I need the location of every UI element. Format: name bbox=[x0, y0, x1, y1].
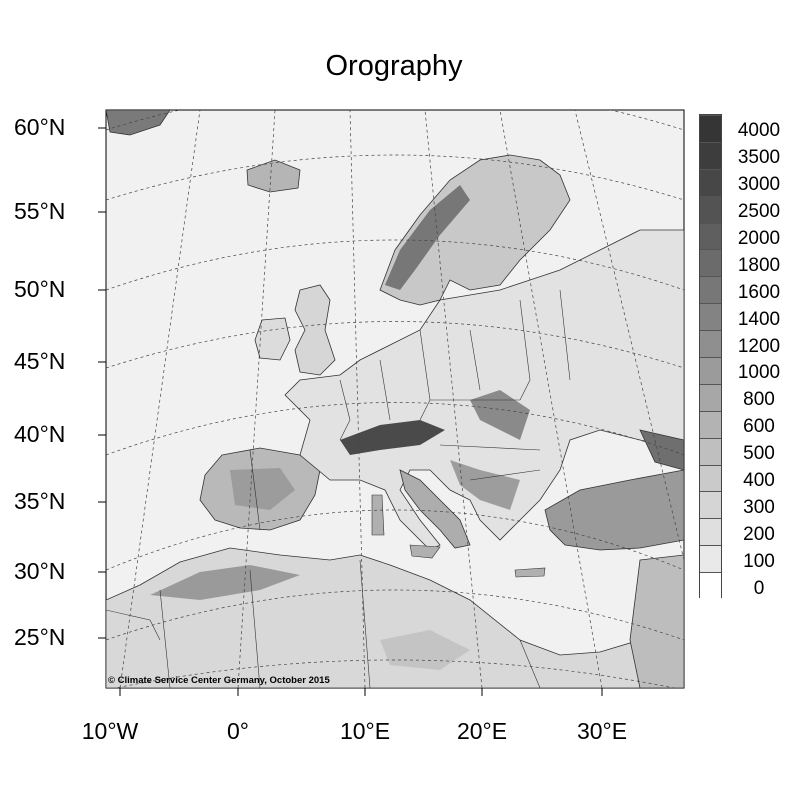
chart-title: Orography bbox=[325, 50, 463, 82]
colorbar-label: 1200 bbox=[737, 335, 781, 357]
colorbar-swatch bbox=[700, 383, 721, 411]
colorbar-swatch bbox=[700, 195, 721, 223]
crete bbox=[514, 567, 546, 578]
caucasus-region bbox=[639, 429, 684, 471]
scandinavian-peninsula bbox=[379, 154, 571, 306]
colorbar-swatch bbox=[700, 303, 721, 331]
lon-label: 10°E bbox=[339, 718, 391, 744]
colorbar-label: 1400 bbox=[737, 308, 781, 330]
italian-peninsula bbox=[399, 469, 471, 549]
colorbar-swatch bbox=[700, 276, 721, 304]
iberia-meseta bbox=[230, 468, 295, 510]
colorbar-swatch bbox=[700, 572, 721, 599]
great-britain bbox=[294, 284, 336, 376]
sahara-highlands bbox=[380, 630, 470, 670]
colorbar-swatch bbox=[700, 464, 721, 492]
colorbar-swatch bbox=[700, 437, 721, 465]
colorbar-label: 1600 bbox=[737, 281, 781, 303]
lon-label: 30°E bbox=[576, 718, 628, 744]
colorbar-swatch bbox=[700, 357, 721, 384]
iceland bbox=[246, 159, 301, 193]
lat-label: 60°N bbox=[14, 114, 66, 140]
colorbar-label: 4000 bbox=[737, 120, 781, 142]
colorbar-swatch bbox=[700, 410, 721, 438]
colorbar-label: 200 bbox=[743, 523, 775, 545]
axis-ticks bbox=[98, 127, 603, 696]
colorbar-label: 300 bbox=[743, 496, 775, 518]
colorbar-label: 400 bbox=[743, 470, 775, 491]
levant-region bbox=[629, 554, 684, 688]
anatolia bbox=[544, 469, 684, 551]
lat-label: 30°N bbox=[14, 558, 66, 584]
country-borders bbox=[106, 289, 571, 688]
colorbar-swatch bbox=[700, 222, 721, 250]
atlas-mountains bbox=[150, 565, 300, 600]
colorbar-swatch bbox=[700, 115, 721, 142]
corsica-sardinia bbox=[371, 494, 385, 536]
colorbar-label: 800 bbox=[743, 389, 775, 411]
lon-label: 20°E bbox=[456, 718, 508, 744]
colorbar-swatch bbox=[700, 518, 721, 546]
colorbar-label: 500 bbox=[743, 443, 775, 465]
scandinavian-mountains bbox=[385, 185, 470, 290]
balkans bbox=[450, 460, 520, 510]
ireland bbox=[254, 317, 291, 361]
lat-label: 50°N bbox=[14, 276, 66, 302]
colorbar-label: 1000 bbox=[737, 362, 781, 384]
colorbar-swatch bbox=[700, 168, 721, 196]
central-europe-landmass bbox=[284, 229, 684, 551]
colorbar-label: 600 bbox=[743, 416, 775, 438]
lat-label: 25°N bbox=[14, 624, 66, 650]
colorbar-swatch bbox=[700, 491, 721, 519]
colorbar-label: 2500 bbox=[737, 201, 781, 223]
colorbar bbox=[699, 114, 722, 599]
colorbar-label: 1800 bbox=[737, 254, 781, 276]
colorbar-label: 3000 bbox=[737, 174, 781, 196]
lon-label: 10°W bbox=[81, 718, 139, 744]
colorbar-label: 3500 bbox=[737, 147, 781, 169]
colorbar-label: 100 bbox=[743, 550, 775, 572]
sicily bbox=[409, 544, 441, 559]
lat-label: 55°N bbox=[14, 198, 66, 224]
lat-label: 45°N bbox=[14, 348, 66, 374]
lat-label: 35°N bbox=[14, 488, 66, 514]
lat-label: 40°N bbox=[14, 421, 66, 447]
colorbar-swatch bbox=[700, 545, 721, 573]
colorbar-swatch bbox=[700, 330, 721, 357]
colorbar-swatch bbox=[700, 141, 721, 169]
colorbar-label: 2000 bbox=[737, 228, 781, 249]
graticule bbox=[106, 110, 684, 688]
alps bbox=[340, 420, 445, 455]
carpathians bbox=[470, 390, 530, 440]
colorbar-label: 0 bbox=[753, 577, 765, 599]
copyright-notice: © Climate Service Center Germany, Octobe… bbox=[108, 675, 330, 686]
lon-label: 0° bbox=[227, 718, 249, 744]
colorbar-swatch bbox=[700, 249, 721, 277]
